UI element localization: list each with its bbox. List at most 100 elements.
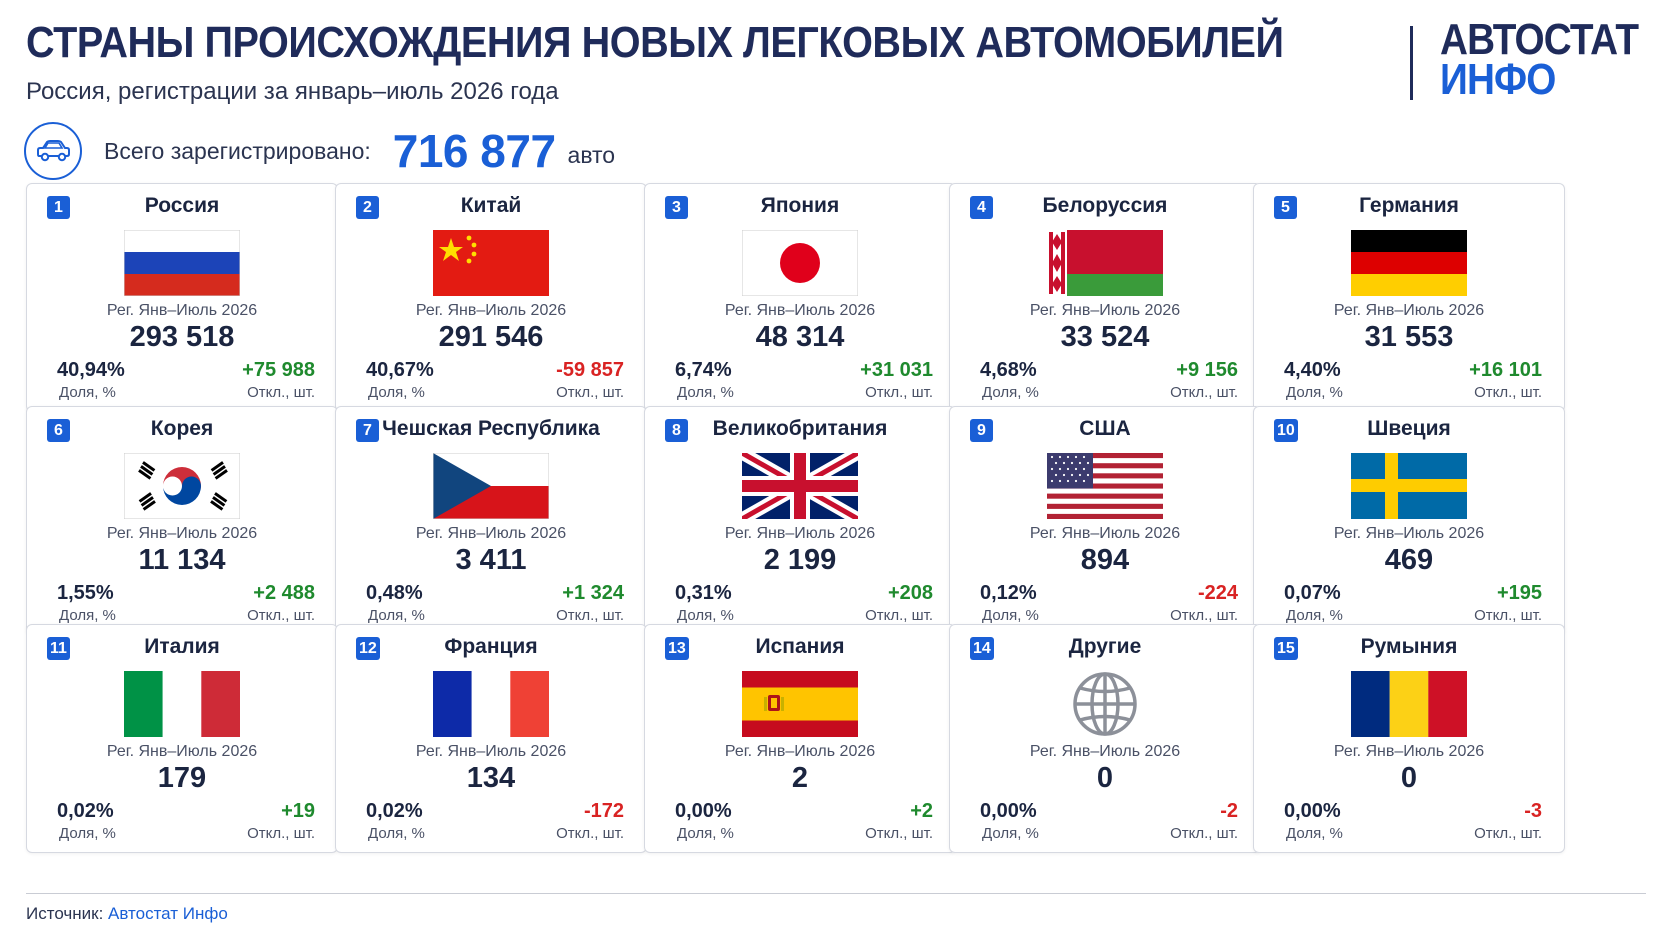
deviation-value: +19 [281,800,315,822]
reg-label: Рег. Янв–Июль 2026 [106,525,258,542]
deviation-value: -172 [583,800,624,822]
rank-badge: 7 [356,419,379,442]
share-value: 40,67% [366,359,434,381]
usa-flag-icon [1047,453,1163,519]
country-card: 1 Россия Рег. Янв–Июль 2026 293 518 40,94% До… [26,183,338,412]
share-label: Доля, % [368,384,425,401]
deviation-label: Откл., шт. [1170,825,1238,842]
deviation-value: +2 [910,800,933,822]
country-name: Россия [144,194,220,217]
reg-label: Рег. Янв–Июль 2026 [1333,525,1485,542]
reg-value: 291 546 [438,321,544,353]
share-value: 4,40% [1284,359,1341,381]
share-label: Доля, % [677,607,734,624]
globe-icon [1047,671,1163,737]
share-value: 40,94% [57,359,125,381]
share-label: Доля, % [982,384,1039,401]
italy-flag-icon [124,671,240,737]
reg-label: Рег. Янв–Июль 2026 [415,302,567,319]
country-name: Другие [1068,635,1142,658]
rank-badge: 12 [356,637,380,660]
spain-flag-icon [742,671,858,737]
reg-value: 48 314 [755,321,845,353]
belarus-flag-icon [1047,230,1163,296]
korea-flag-icon [123,452,241,520]
rank-badge: 4 [970,196,993,219]
country-name: Германия [1359,194,1459,217]
share-value: 0,02% [57,800,114,822]
share-value: 0,00% [675,800,732,822]
country-card: 8 Великобритания Рег. Янв–Июль 2026 2 199 0,… [644,406,956,635]
rank-badge: 14 [970,637,994,660]
country-card: 12 Франция Рег. Янв–Июль 2026 134 0,02% Доля,… [335,624,647,853]
germany-flag-icon [1351,230,1467,296]
share-label: Доля, % [982,825,1039,842]
reg-value: 33 524 [1060,321,1150,353]
share-label: Доля, % [368,825,425,842]
reg-label: Рег. Янв–Июль 2026 [415,743,567,760]
share-value: 0,02% [366,800,423,822]
country-name: Румыния [1360,635,1458,658]
source: Источник: Автостат Инфо [26,904,228,924]
rank-badge: 10 [1274,419,1298,442]
country-card: 2 Китай Рег. Янв–Июль 2026 291 546 40,67% Дол… [335,183,647,412]
uk-flag-icon [738,447,862,525]
share-value: 0,07% [1284,582,1341,604]
reg-value: 11 134 [138,544,226,576]
rank-badge: 3 [665,196,688,219]
reg-label: Рег. Янв–Июль 2026 [415,525,567,542]
reg-value: 0 [1400,762,1418,794]
deviation-value: +1 324 [562,582,624,604]
rank-badge: 5 [1274,196,1297,219]
reg-value: 2 [791,762,809,794]
deviation-value: -3 [1524,800,1542,822]
deviation-label: Откл., шт. [1170,384,1238,401]
logo-line-2: ИНФО [1440,55,1556,104]
country-card: 9 США Рег. Янв–Июль 2026 894 0,12% Доля, % -22… [949,406,1261,635]
reg-label: Рег. Янв–Июль 2026 [1029,302,1181,319]
rank-badge: 9 [970,419,993,442]
rank-badge: 6 [47,419,70,442]
reg-label: Рег. Янв–Июль 2026 [1029,525,1181,542]
rank-badge: 1 [47,196,70,219]
share-value: 0,00% [1284,800,1341,822]
source-link[interactable]: Автостат Инфо [108,904,228,923]
share-label: Доля, % [59,384,116,401]
russia-flag-icon [123,229,241,297]
deviation-label: Откл., шт. [865,825,933,842]
share-value: 1,55% [57,582,114,604]
reg-value: 894 [1080,544,1130,576]
czech-flag-icon [432,452,550,520]
deviation-value: +208 [887,582,933,604]
country-card: 11 Италия Рег. Янв–Июль 2026 179 0,02% Доля, … [26,624,338,853]
share-value: 0,48% [366,582,423,604]
deviation-label: Откл., шт. [556,607,624,624]
rank-badge: 2 [356,196,379,219]
deviation-value: +16 101 [1469,359,1542,381]
share-label: Доля, % [677,384,734,401]
share-label: Доля, % [368,607,425,624]
logo: АВТОСТАТ ИНФО [1440,15,1655,104]
share-label: Доля, % [982,607,1039,624]
country-card: 3 Япония Рег. Янв–Июль 2026 48 314 6,74% Доля… [644,183,956,412]
source-label: Источник: [26,904,104,923]
logo-divider [1410,26,1413,100]
deviation-label: Откл., шт. [865,607,933,624]
deviation-label: Откл., шт. [865,384,933,401]
share-label: Доля, % [1286,607,1343,624]
rank-badge: 11 [47,637,70,660]
country-card: 10 Швеция Рег. Янв–Июль 2026 469 0,07% Доля, … [1253,406,1565,635]
country-grid: 1 Россия Рег. Янв–Июль 2026 293 518 40,94% До… [26,183,1646,883]
reg-value: 293 518 [129,321,235,353]
footer-divider [26,893,1646,894]
country-name: Франция [444,635,538,658]
deviation-label: Откл., шт. [247,384,315,401]
sweden-flag-icon [1351,453,1467,519]
country-card: 14 Другие Рег. Янв–Июль 2026 0 0,00% Доля, % -… [949,624,1261,853]
logo-line-1: АВТОСТАТ [1440,15,1639,64]
page-subtitle: Россия, регистрации за январь–июль 2026 … [26,78,559,105]
country-card: 6 Корея Рег. Янв–Июль 2026 11 134 1,55% Доля,… [26,406,338,635]
deviation-value: +31 031 [860,359,933,381]
reg-label: Рег. Янв–Июль 2026 [106,302,258,319]
total-unit: авто [567,141,616,168]
